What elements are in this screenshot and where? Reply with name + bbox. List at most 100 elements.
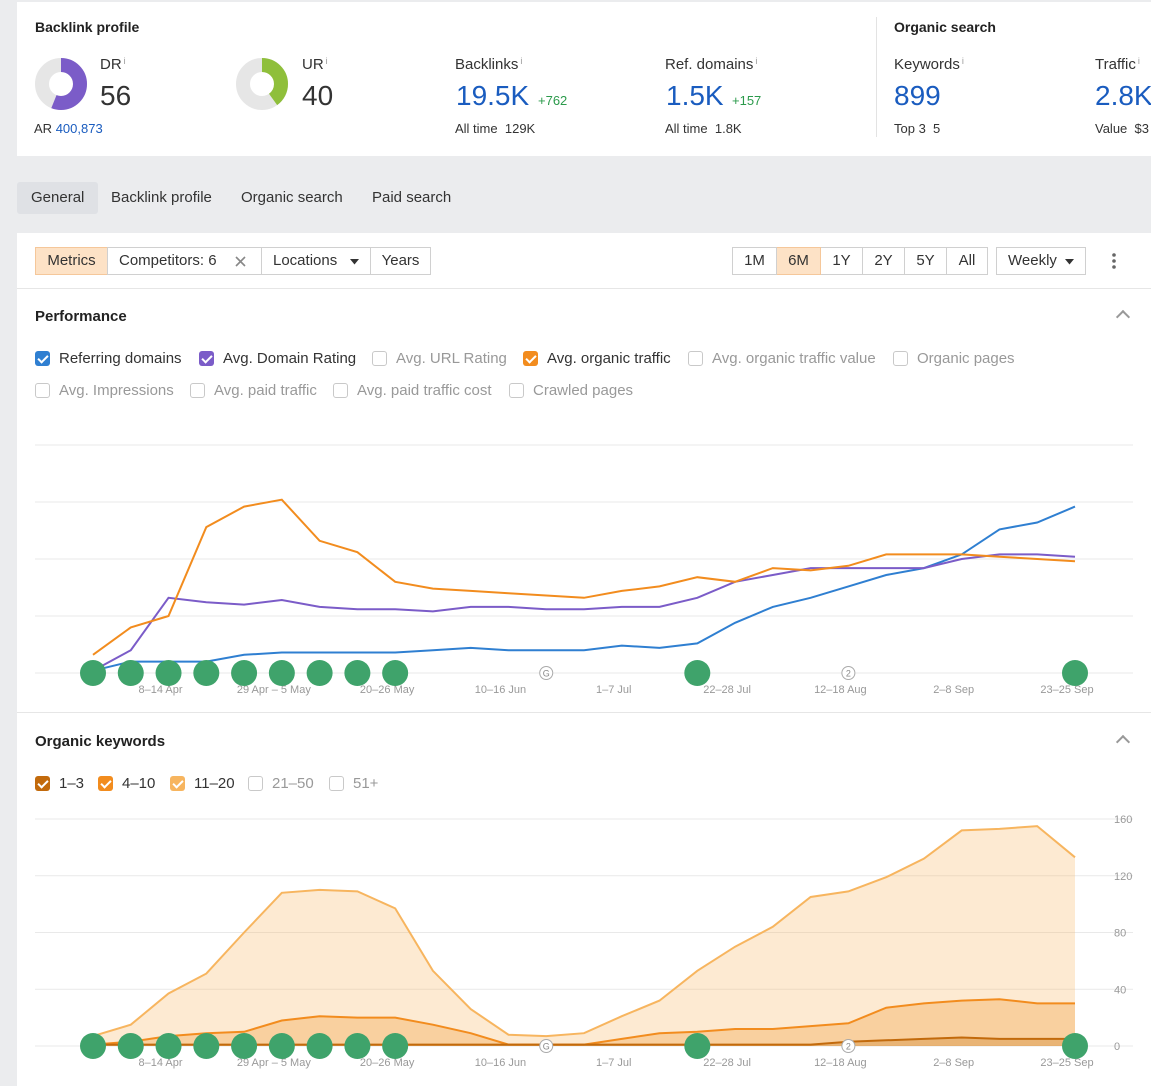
ref-domains-value[interactable]: 1.5K [666,80,724,111]
event-marker[interactable] [193,1033,220,1059]
checkbox-avg-impressions[interactable]: Avg. Impressions [35,382,174,399]
checkbox-avg-organic-traffic-value[interactable]: Avg. organic traffic value [688,350,876,367]
x-tick-label: 20–26 May [360,1057,415,1069]
checkbox-label: 4–10 [122,775,156,792]
ar-value[interactable]: 400,873 [55,121,103,136]
checkbox-4-10[interactable]: 4–10 [98,775,155,792]
tab-backlink-profile[interactable]: Backlink profile [111,189,212,206]
divider [17,288,1151,289]
event-marker[interactable] [80,1033,106,1059]
backlinks-all-time: All time 129K [455,121,536,136]
event-marker[interactable] [117,1033,144,1059]
unchecked-box-icon [688,351,703,366]
event-badge-icon[interactable] [539,666,554,680]
event-marker[interactable] [344,660,371,686]
event-marker[interactable] [80,660,106,686]
checkbox-label: Avg. paid traffic cost [357,382,492,399]
checkbox-1-3[interactable]: 1–3 [35,775,84,792]
collapse-performance-icon[interactable] [1115,309,1131,325]
checkbox-51-[interactable]: 51+ [329,775,378,792]
traffic-label: Traffic i [1095,56,1140,73]
unchecked-box-icon [333,383,348,398]
checkbox-21-50[interactable]: 21–50 [248,775,314,792]
range-1y-button[interactable]: 1Y [821,247,863,275]
backlinks-info-icon[interactable]: i [520,56,523,66]
checkbox-avg-paid-traffic[interactable]: Avg. paid traffic [190,382,317,399]
performance-chart: 8–14 Apr 29 Apr – 5 May 20–26 May 10–16 Jun… [35,444,1133,696]
event-marker[interactable] [684,660,711,686]
traffic-value[interactable]: 2.8K [1095,80,1151,111]
checkbox-label: Avg. Impressions [59,382,174,399]
checkbox-avg-organic-traffic[interactable]: Avg. organic traffic [523,350,671,367]
event-marker[interactable] [231,660,258,686]
checkbox-avg-url-rating[interactable]: Avg. URL Rating [372,350,507,367]
event-marker[interactable] [344,1033,371,1059]
locations-label: Locations [273,252,338,269]
checkbox-organic-pages[interactable]: Organic pages [893,350,1015,367]
event-marker[interactable] [268,660,295,686]
event-marker[interactable] [117,660,144,686]
event-marker[interactable] [306,660,333,686]
competitors-button[interactable]: Competitors: 6 [107,247,262,275]
metrics-button[interactable]: Metrics [35,247,108,275]
checkbox-label: 11–20 [194,775,235,792]
event-marker[interactable] [155,660,182,686]
traffic-value-row: Value $3 [1095,121,1149,136]
more-options-icon[interactable] [1111,251,1117,271]
checkbox-11-20[interactable]: 11–20 [170,775,235,792]
tab-paid-search[interactable]: Paid search [372,189,452,206]
range-6m-button[interactable]: 6M [777,247,821,275]
range-5y-button[interactable]: 5Y [905,247,947,275]
x-tick-label: 20–26 May [360,684,415,696]
competitors-label: Competitors: 6 [119,252,217,269]
event-marker[interactable] [382,660,409,686]
y-tick-label: 120 [1114,871,1132,883]
tab-organic-search[interactable]: Organic search [241,189,343,206]
checkbox-label: Crawled pages [533,382,634,399]
keywords-info-icon[interactable]: i [961,56,964,66]
collapse-organic-keywords-icon[interactable] [1115,734,1131,750]
performance-title: Performance [35,308,127,325]
event-marker[interactable] [1062,660,1088,686]
series-line-referring-domains [92,505,1076,672]
event-marker[interactable] [231,1033,258,1059]
event-marker[interactable] [684,1033,711,1059]
ur-info-icon[interactable]: i [325,56,328,66]
event-marker[interactable] [1062,1033,1088,1059]
ref-domains-info-icon[interactable]: i [755,56,758,66]
clear-competitors-icon[interactable] [235,256,246,267]
event-badge-label: 2 [846,669,851,679]
event-marker[interactable] [382,1033,409,1059]
dr-info-icon[interactable]: i [123,56,126,66]
checkbox-crawled-pages[interactable]: Crawled pages [509,382,633,399]
ref-domains-all-time: All time 1.8K [665,121,742,136]
event-marker[interactable] [193,660,220,686]
event-badge-icon[interactable] [539,1039,554,1053]
x-tick-label: 8–14 Apr [139,1057,183,1069]
event-badge-icon[interactable] [841,1039,856,1053]
backlinks-value[interactable]: 19.5K [456,80,530,111]
years-button[interactable]: Years [370,247,431,275]
checkbox-avg-paid-traffic-cost[interactable]: Avg. paid traffic cost [333,382,492,399]
area-4-10 [93,999,1075,1046]
checkbox-referring-domains[interactable]: Referring domains [35,350,182,367]
dr-label: DR i [100,56,126,73]
traffic-info-icon[interactable]: i [1137,56,1140,66]
y-tick-label: 40 [1114,984,1126,996]
event-marker[interactable] [268,1033,295,1059]
locations-dropdown[interactable]: Locations [261,247,371,275]
checked-box-icon [98,776,113,791]
checkbox-avg-domain-rating[interactable]: Avg. Domain Rating [199,350,356,367]
event-marker[interactable] [155,1033,182,1059]
ur-donut-fill [236,58,288,110]
y-tick-label: 80 [1114,928,1126,940]
range-2y-button[interactable]: 2Y [863,247,905,275]
event-marker[interactable] [306,1033,333,1059]
tab-general[interactable]: General [17,182,99,214]
interval-dropdown[interactable]: Weekly [996,247,1086,275]
range-all-button[interactable]: All [947,247,988,275]
keywords-value[interactable]: 899 [894,80,941,111]
range-1m-button[interactable]: 1M [732,247,777,275]
event-badge-icon[interactable] [841,666,856,680]
checked-box-icon [523,351,538,366]
